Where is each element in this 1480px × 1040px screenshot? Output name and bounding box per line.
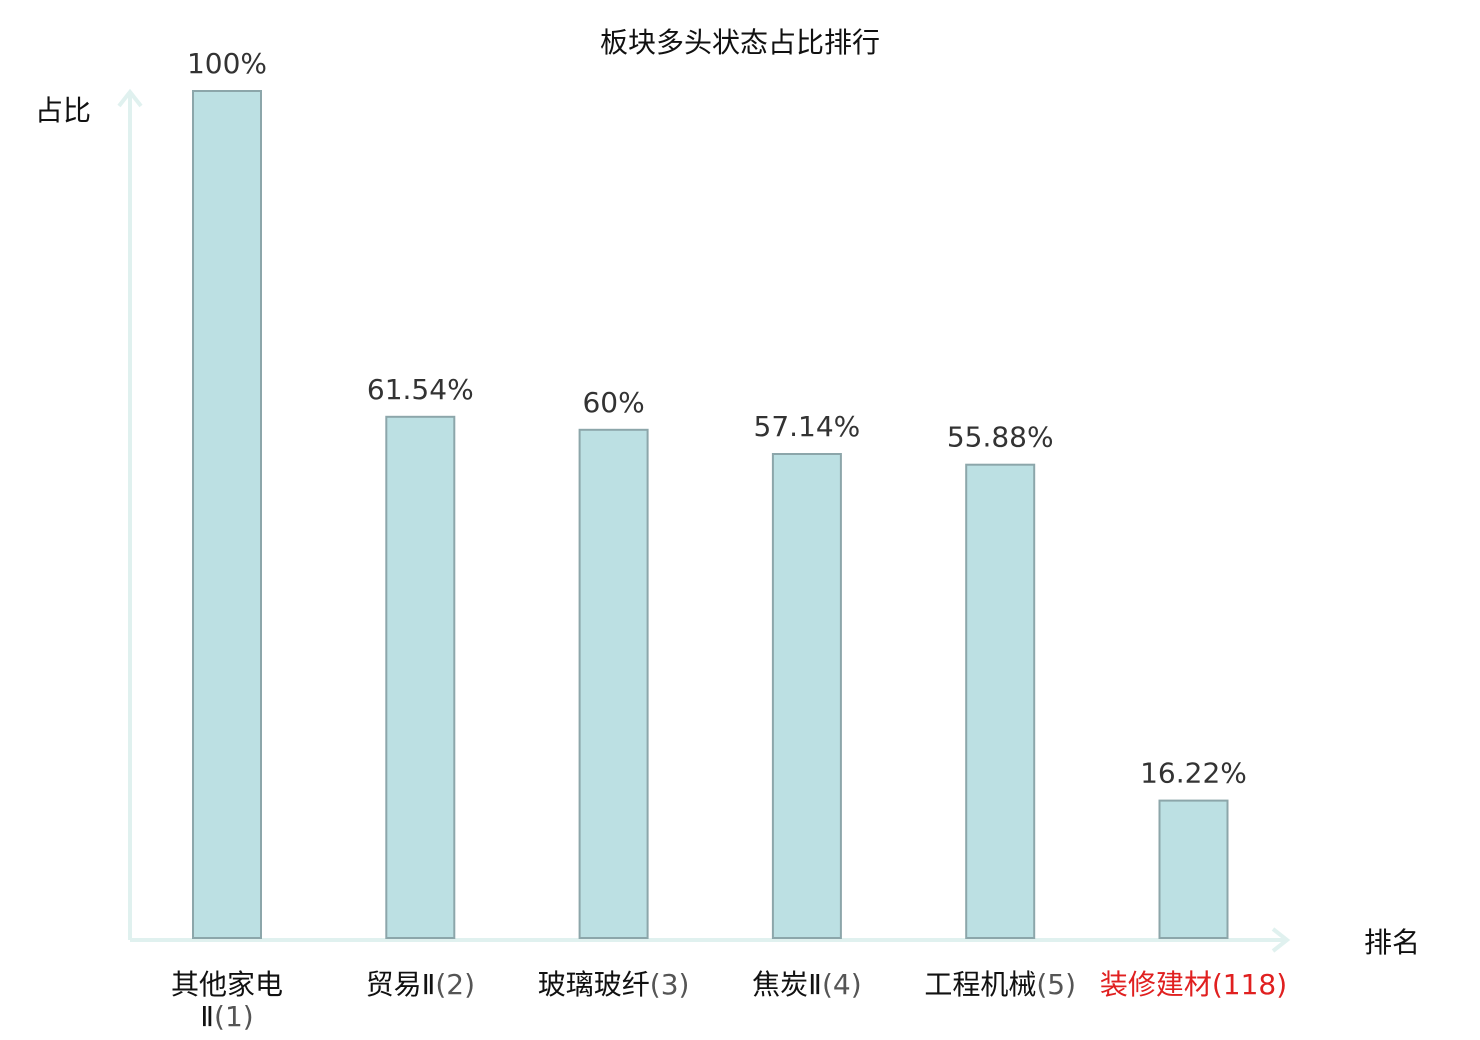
category-rank: (4) — [822, 968, 862, 1001]
category-name: 其他家电 Ⅱ — [171, 968, 283, 1033]
x-axis-label: 排名 — [1364, 926, 1420, 959]
category-rank: (3) — [650, 968, 690, 1001]
x-axis-arrow-icon — [1271, 927, 1291, 953]
bar-4 — [771, 453, 842, 939]
category-label-1: 其他家电 Ⅱ(1) — [171, 968, 283, 1033]
chart-title: 板块多头状态占比排行 — [600, 26, 880, 59]
value-label-1: 100% — [187, 47, 267, 80]
category-label-2: 贸易Ⅱ(2) — [366, 968, 475, 1001]
value-label-3: 60% — [582, 386, 644, 419]
category-label-4: 焦炭Ⅱ(4) — [752, 968, 861, 1001]
category-labels-group: 其他家电 Ⅱ(1)贸易Ⅱ(2) 玻璃玻纤(3) 焦炭Ⅱ(4) 工程机械(5) 装修建材(1… — [171, 968, 1287, 1033]
category-label-5: 工程机械(5) — [924, 968, 1076, 1001]
category-name: 焦炭Ⅱ — [752, 968, 822, 1001]
bar-2 — [385, 415, 456, 939]
category-rank: (1) — [214, 1000, 254, 1033]
value-label-2: 61.54% — [367, 373, 474, 406]
bar-5 — [965, 463, 1036, 939]
category-name: 贸易Ⅱ — [366, 968, 436, 1001]
x-axis — [130, 927, 1291, 953]
category-name: 工程机械 — [924, 968, 1036, 1001]
value-label-6: 16.22% — [1140, 757, 1247, 790]
category-rank: (2) — [435, 968, 475, 1001]
category-label-6: 装修建材(118) — [1100, 968, 1287, 1001]
y-axis-label: 占比 — [35, 94, 91, 127]
value-label-5: 55.88% — [947, 421, 1054, 454]
category-label-3: 玻璃玻纤(3) — [538, 968, 690, 1001]
bars-group — [192, 90, 1229, 939]
category-name: 装修建材 — [1100, 968, 1212, 1001]
category-name: 玻璃玻纤 — [538, 968, 650, 1001]
category-rank: (118) — [1212, 968, 1287, 1001]
value-labels-group: 100% 61.54% 60% 57.14% 55.88% 16.22% — [187, 47, 1247, 790]
value-label-4: 57.14% — [754, 410, 861, 443]
bar-1 — [192, 90, 262, 939]
bar-3 — [578, 428, 649, 939]
category-rank: (5) — [1036, 968, 1076, 1001]
y-axis-arrow-icon — [117, 88, 143, 108]
y-axis — [117, 88, 143, 940]
bar-6 — [1158, 799, 1229, 939]
